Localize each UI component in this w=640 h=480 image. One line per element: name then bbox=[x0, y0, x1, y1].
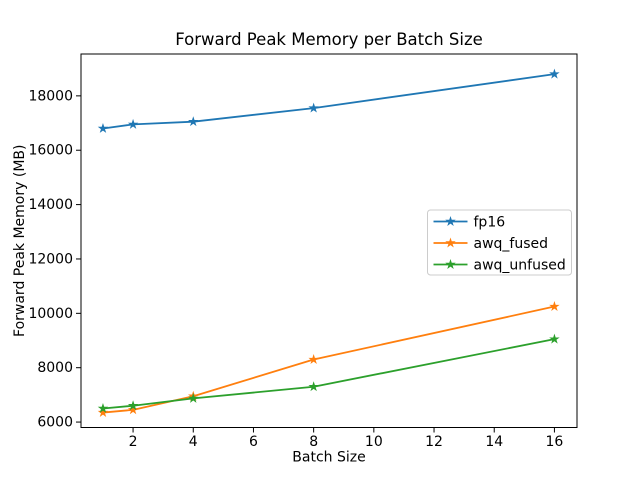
data-point-marker bbox=[97, 122, 109, 133]
y-tick-label: 16000 bbox=[28, 143, 73, 159]
y-axis-label: Forward Peak Memory (MB) bbox=[12, 145, 28, 337]
legend-entry-fp16: fp16 bbox=[433, 215, 506, 231]
x-tick-label: 16 bbox=[546, 434, 564, 450]
y-tick-label: 8000 bbox=[37, 360, 73, 376]
legend-star-marker bbox=[445, 259, 456, 269]
x-tick-label: 4 bbox=[189, 434, 198, 450]
x-tick-label: 8 bbox=[309, 434, 318, 450]
data-point-marker bbox=[127, 404, 139, 415]
legend-star-marker bbox=[445, 237, 456, 248]
plot-spines bbox=[80, 53, 578, 428]
data-point-marker bbox=[97, 407, 109, 417]
data-point-marker bbox=[188, 392, 199, 403]
y-tick-label: 18000 bbox=[28, 88, 73, 104]
data-point-marker bbox=[127, 400, 139, 411]
y-tick-label: 10000 bbox=[28, 306, 73, 322]
x-tick-label: 6 bbox=[249, 434, 258, 450]
series-markers-awq_unfused bbox=[97, 333, 560, 413]
data-point-marker bbox=[127, 118, 139, 129]
x-tick-label: 12 bbox=[425, 434, 443, 450]
legend: fp16 awq_fused awq_unfused bbox=[427, 209, 572, 276]
x-tick-label: 10 bbox=[365, 434, 383, 450]
x-tick-label: 2 bbox=[129, 434, 138, 450]
chart-title: Forward Peak Memory per Batch Size bbox=[175, 30, 483, 49]
data-point-marker bbox=[549, 68, 560, 79]
axis-ticks: 2 4 6 8 10 12 14 16 6000 8000 10000 12000 14000 16000… bbox=[28, 88, 563, 450]
data-point-marker bbox=[549, 333, 560, 344]
legend-star-marker bbox=[445, 216, 456, 226]
data-point-marker bbox=[549, 301, 560, 311]
series-markers-fp16 bbox=[97, 68, 560, 133]
x-tick-label: 14 bbox=[485, 434, 503, 450]
data-point-marker bbox=[308, 354, 319, 364]
data-point-marker bbox=[308, 102, 319, 113]
data-point-marker bbox=[308, 381, 319, 392]
data-point-marker bbox=[188, 116, 199, 127]
y-tick-label: 6000 bbox=[37, 415, 73, 431]
data-point-marker bbox=[97, 402, 109, 413]
legend-label: awq_unfused bbox=[474, 258, 566, 274]
legend-label: awq_fused bbox=[474, 236, 549, 252]
x-axis-label: Batch Size bbox=[292, 450, 365, 466]
legend-box bbox=[427, 209, 572, 276]
legend-label: fp16 bbox=[474, 215, 506, 231]
legend-entry-awq_unfused: awq_unfused bbox=[433, 258, 566, 274]
y-tick-label: 12000 bbox=[28, 251, 73, 267]
legend-entry-awq_fused: awq_fused bbox=[433, 236, 549, 252]
y-tick-label: 14000 bbox=[28, 197, 73, 213]
